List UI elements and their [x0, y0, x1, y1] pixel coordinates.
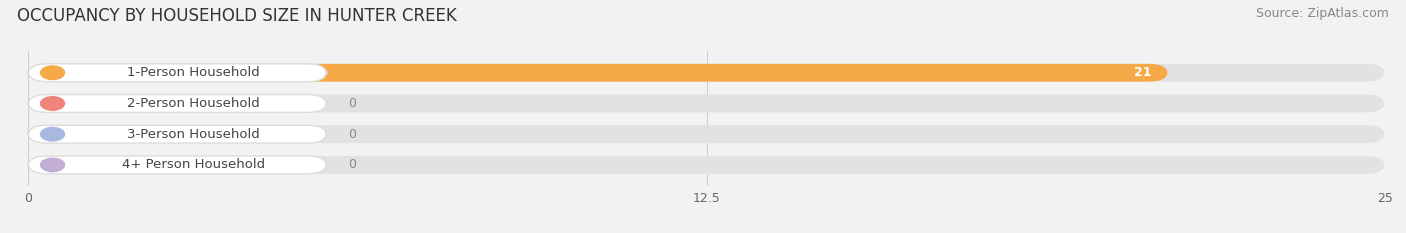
Text: Source: ZipAtlas.com: Source: ZipAtlas.com: [1256, 7, 1389, 20]
FancyBboxPatch shape: [28, 64, 1385, 82]
Text: OCCUPANCY BY HOUSEHOLD SIZE IN HUNTER CREEK: OCCUPANCY BY HOUSEHOLD SIZE IN HUNTER CR…: [17, 7, 457, 25]
Text: 2-Person Household: 2-Person Household: [128, 97, 260, 110]
Text: 0: 0: [349, 97, 356, 110]
FancyBboxPatch shape: [28, 125, 326, 143]
FancyBboxPatch shape: [28, 156, 326, 174]
Text: 21: 21: [1135, 66, 1152, 79]
FancyBboxPatch shape: [28, 95, 1385, 112]
Circle shape: [41, 66, 65, 79]
Text: 1-Person Household: 1-Person Household: [128, 66, 260, 79]
Text: 0: 0: [349, 158, 356, 171]
Text: 4+ Person Household: 4+ Person Household: [122, 158, 266, 171]
FancyBboxPatch shape: [28, 156, 1385, 174]
Circle shape: [41, 127, 65, 141]
FancyBboxPatch shape: [28, 125, 1385, 143]
Text: 3-Person Household: 3-Person Household: [128, 128, 260, 141]
Text: 0: 0: [349, 128, 356, 141]
FancyBboxPatch shape: [28, 64, 1168, 82]
FancyBboxPatch shape: [28, 64, 326, 82]
FancyBboxPatch shape: [28, 95, 326, 112]
Circle shape: [41, 97, 65, 110]
Circle shape: [41, 158, 65, 172]
